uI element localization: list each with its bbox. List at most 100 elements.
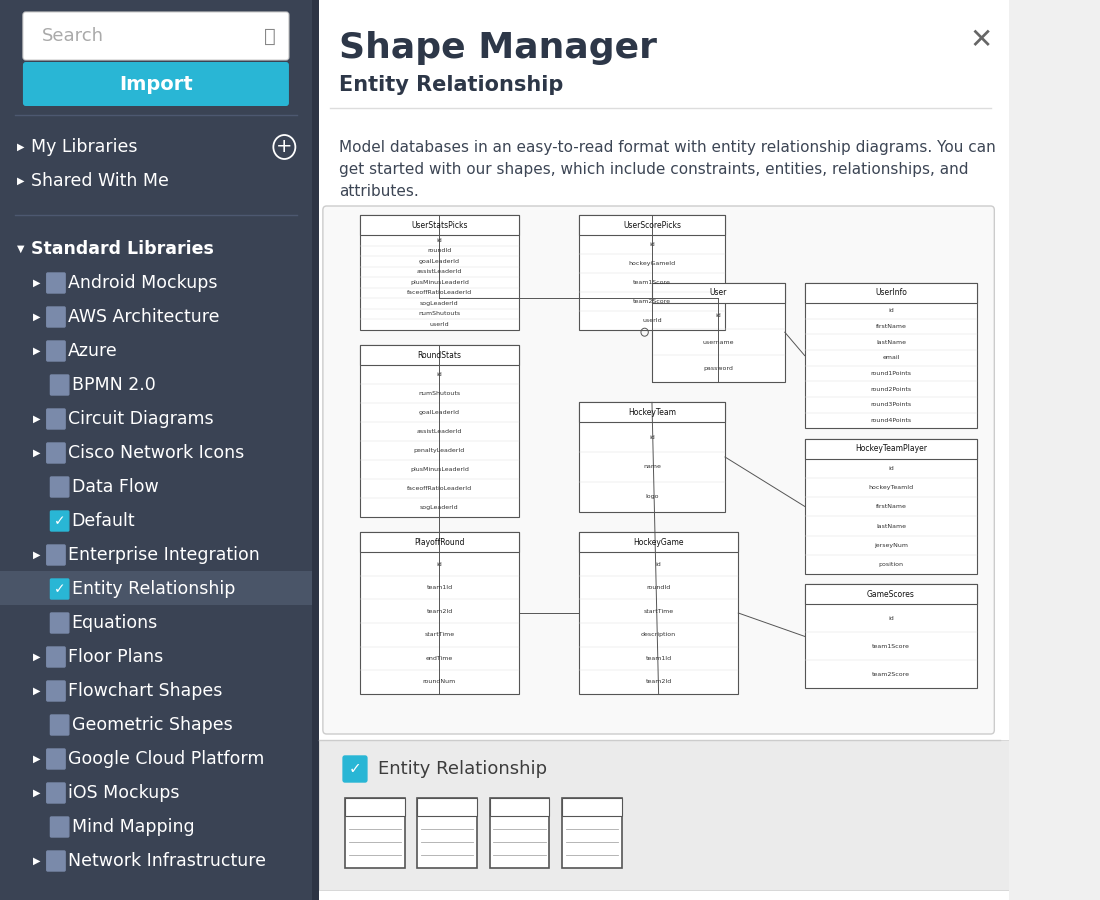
Bar [490, 798, 549, 868]
Bar [0, 571, 312, 605]
Text: ▶: ▶ [33, 856, 41, 866]
Text: sogLeaderId: sogLeaderId [420, 505, 459, 509]
FancyBboxPatch shape [323, 206, 994, 734]
Text: id: id [437, 373, 442, 377]
FancyBboxPatch shape [51, 715, 69, 735]
Text: ▶: ▶ [33, 788, 41, 798]
Text: Geometric Shapes: Geometric Shapes [72, 716, 232, 734]
Text: round4Points: round4Points [870, 418, 912, 423]
Bar [579, 402, 725, 422]
Text: round1Points: round1Points [870, 371, 912, 376]
Text: PlayoffRound: PlayoffRound [415, 538, 464, 547]
Text: Android Mockups: Android Mockups [68, 274, 218, 292]
Text: startTime: startTime [644, 608, 673, 614]
Text: id: id [649, 435, 654, 440]
FancyBboxPatch shape [47, 783, 65, 803]
Text: Entity Relationship: Entity Relationship [72, 580, 235, 598]
Bar [319, 740, 1009, 890]
Text: plusMinusLeaderId: plusMinusLeaderId [410, 467, 469, 472]
Text: lastName: lastName [876, 524, 906, 528]
Text: get started with our shapes, which include constraints, entities, relationships,: get started with our shapes, which inclu… [340, 162, 969, 177]
Bar [417, 798, 477, 816]
Text: +: + [276, 138, 293, 157]
Text: numShutouts: numShutouts [418, 392, 461, 396]
Bar [652, 283, 784, 302]
Text: roundId: roundId [647, 585, 671, 590]
Text: startTime: startTime [425, 633, 454, 637]
Bar [579, 533, 738, 553]
Text: firstName: firstName [876, 504, 906, 509]
FancyBboxPatch shape [47, 443, 65, 463]
Text: ✕: ✕ [970, 26, 993, 54]
Text: ▶: ▶ [33, 414, 41, 424]
Text: ▶: ▶ [33, 312, 41, 322]
Text: Circuit Diagrams: Circuit Diagrams [68, 410, 213, 428]
Text: id: id [437, 562, 442, 567]
Bar [805, 439, 978, 574]
Text: UserScorePicks: UserScorePicks [623, 220, 681, 230]
Text: Shape Manager: Shape Manager [340, 31, 658, 65]
Text: Network Infrastructure: Network Infrastructure [68, 852, 266, 870]
FancyBboxPatch shape [343, 756, 367, 782]
Text: roundId: roundId [427, 248, 452, 254]
Text: hockeyGameId: hockeyGameId [628, 261, 675, 266]
Text: ▶: ▶ [33, 346, 41, 356]
Text: id: id [656, 562, 661, 567]
Text: UserStatsPicks: UserStatsPicks [411, 220, 467, 230]
Text: endTime: endTime [426, 656, 453, 661]
Bar [805, 439, 978, 459]
Text: Default: Default [72, 512, 135, 530]
Bar [562, 798, 622, 868]
FancyBboxPatch shape [51, 375, 69, 395]
Bar [360, 215, 519, 329]
Text: Azure: Azure [68, 342, 118, 360]
Text: Flowchart Shapes: Flowchart Shapes [68, 682, 222, 700]
FancyBboxPatch shape [47, 681, 65, 701]
Text: BPMN 2.0: BPMN 2.0 [72, 376, 155, 394]
Text: My Libraries: My Libraries [31, 138, 138, 156]
Text: ▶: ▶ [16, 142, 24, 152]
FancyBboxPatch shape [51, 477, 69, 497]
Text: round3Points: round3Points [870, 402, 912, 408]
Text: UserInfo: UserInfo [876, 288, 907, 297]
Text: team2Id: team2Id [646, 680, 672, 684]
Text: sogLeaderId: sogLeaderId [420, 301, 459, 306]
Text: AWS Architecture: AWS Architecture [68, 308, 219, 326]
Text: Entity Relationship: Entity Relationship [340, 75, 564, 95]
Text: team2Score: team2Score [632, 299, 671, 304]
Text: assistLeaderId: assistLeaderId [417, 269, 462, 274]
Text: ✓: ✓ [54, 514, 65, 528]
FancyBboxPatch shape [23, 62, 289, 106]
Bar [490, 798, 549, 816]
Text: ✓: ✓ [349, 761, 362, 777]
Text: iOS Mockups: iOS Mockups [68, 784, 179, 802]
FancyBboxPatch shape [47, 307, 65, 327]
Text: firstName: firstName [876, 324, 906, 328]
Text: Floor Plans: Floor Plans [68, 648, 163, 666]
Bar [579, 533, 738, 694]
Text: team1Score: team1Score [872, 644, 910, 649]
Bar [360, 215, 519, 235]
Text: ▶: ▶ [33, 278, 41, 288]
FancyBboxPatch shape [47, 545, 65, 565]
Text: team1Score: team1Score [632, 280, 671, 285]
FancyBboxPatch shape [47, 409, 65, 429]
FancyBboxPatch shape [47, 273, 65, 293]
Bar [360, 533, 519, 694]
Text: ✓: ✓ [54, 582, 65, 596]
Text: ⌕: ⌕ [264, 26, 276, 46]
Text: penaltyLeaderId: penaltyLeaderId [414, 448, 465, 453]
Text: Search: Search [42, 27, 104, 45]
Text: logo: logo [646, 494, 659, 500]
Text: team1Id: team1Id [427, 585, 452, 590]
Text: password: password [703, 366, 734, 371]
Text: attributes.: attributes. [340, 184, 419, 199]
Text: id: id [437, 238, 442, 243]
Text: ▶: ▶ [33, 686, 41, 696]
Text: HockeyTeamPlayer: HockeyTeamPlayer [855, 445, 927, 454]
Bar [579, 215, 725, 235]
Text: id: id [888, 616, 894, 621]
Text: id: id [888, 308, 894, 313]
FancyBboxPatch shape [47, 851, 65, 871]
Text: jerseyNum: jerseyNum [874, 543, 907, 548]
